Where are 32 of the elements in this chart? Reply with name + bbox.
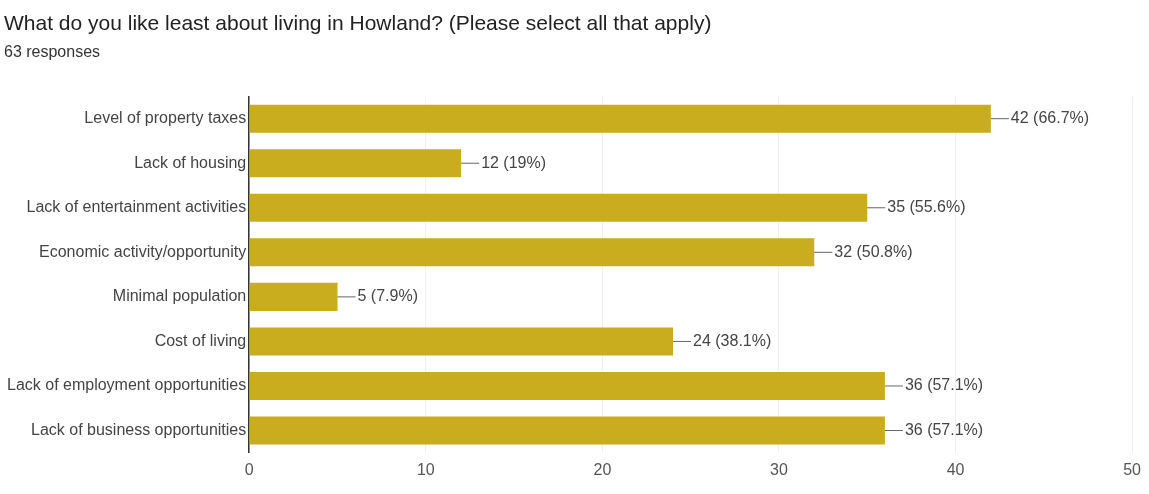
bar: [249, 282, 338, 311]
bar: [249, 238, 815, 267]
y-tick-label: Lack of housing: [134, 153, 247, 171]
y-tick-label: Lack of entertainment activities: [26, 198, 247, 216]
y-tick-label: Lack of business opportunities: [30, 420, 247, 438]
x-tick-label: 30: [770, 460, 788, 478]
x-tick-label: 0: [244, 460, 254, 478]
bar: [249, 327, 674, 356]
data-label: 36 (57.1%): [904, 376, 984, 394]
chart-title: What do you like least about living in Howland? (Please select all that apply): [4, 11, 712, 35]
text: 63 responses: [4, 43, 101, 61]
y-tick-label: Cost of living: [154, 331, 247, 349]
data-label: 42 (66.7%): [1010, 109, 1090, 127]
bar: [249, 416, 885, 445]
y-tick-label: Lack of employment opportunities: [6, 376, 247, 394]
bar: [249, 149, 462, 178]
data-label: 32 (50.8%): [834, 242, 913, 260]
data-label: 24 (38.1%): [693, 331, 772, 349]
y-tick-label: Level of property taxes: [84, 109, 247, 127]
data-label: 5 (7.9%): [357, 287, 418, 305]
bar: [249, 104, 991, 133]
data-label: 35 (55.6%): [887, 198, 966, 216]
data-label: 36 (57.1%): [904, 420, 984, 438]
bar: [249, 371, 885, 401]
x-tick-label: 50: [1123, 460, 1142, 478]
y-tick-label: Minimal population: [112, 287, 247, 305]
data-label: 12 (19%): [481, 153, 547, 171]
x-tick-label: 20: [593, 460, 612, 478]
bar: [249, 193, 868, 222]
x-tick-label: 10: [416, 460, 435, 478]
x-tick-label: 40: [946, 460, 965, 478]
y-tick-label: Economic activity/opportunity: [39, 242, 247, 260]
